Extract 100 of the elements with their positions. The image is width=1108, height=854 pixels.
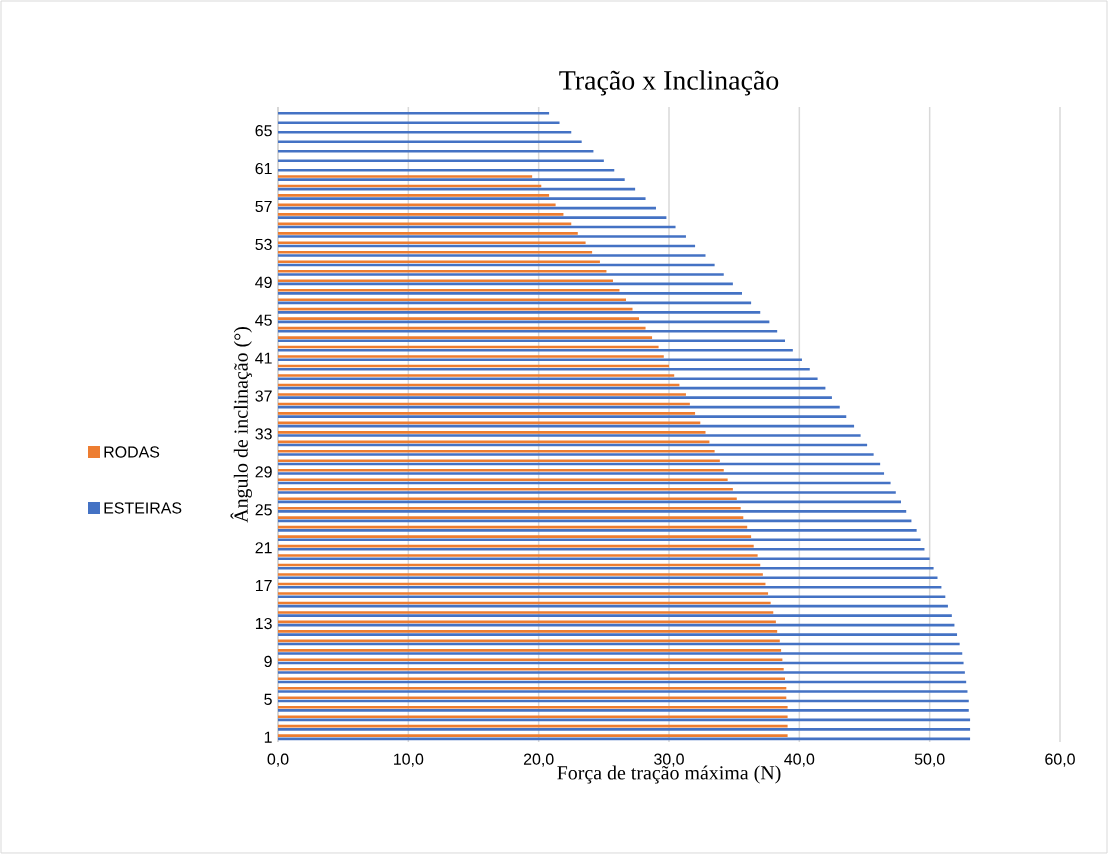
bar	[278, 140, 582, 144]
x-tick-label: 20,0	[523, 753, 554, 767]
bar	[278, 630, 778, 633]
bar	[278, 652, 963, 655]
x-tick-label: 60,0	[1045, 753, 1075, 767]
legend-label: ESTEIRAS	[104, 502, 182, 514]
bar	[278, 472, 885, 475]
bar	[278, 696, 787, 700]
bar	[278, 235, 686, 238]
bar	[278, 576, 938, 580]
bar	[278, 491, 896, 494]
bar	[278, 690, 968, 693]
bar	[278, 585, 942, 589]
bar	[278, 260, 600, 264]
bar	[278, 336, 653, 339]
bar	[278, 529, 917, 532]
bar	[278, 412, 696, 415]
x-tick-label: 50,0	[914, 753, 945, 767]
bar	[278, 497, 737, 500]
y-tick-label: 17	[255, 580, 272, 592]
bar	[278, 677, 786, 681]
bar	[278, 614, 952, 617]
bar	[278, 566, 934, 570]
bar	[278, 339, 786, 343]
bar	[278, 705, 788, 709]
y-tick-label: 21	[255, 542, 272, 554]
y-tick-label: 13	[255, 617, 272, 630]
x-tick-label: 30,0	[654, 753, 684, 767]
bar	[278, 254, 706, 257]
bar	[278, 149, 594, 153]
x-tick-label: 0,0	[267, 753, 289, 767]
bar	[278, 633, 958, 636]
bar	[278, 709, 969, 712]
bar	[278, 374, 675, 377]
y-tick-label: 25	[255, 504, 272, 516]
legend-label: RODAS	[104, 446, 160, 458]
x-tick-label: 40,0	[784, 753, 815, 767]
bar	[278, 573, 763, 576]
bar	[278, 535, 752, 538]
y-tick-label: 49	[255, 276, 272, 288]
bar	[278, 213, 564, 216]
y-tick-label: 5	[264, 693, 272, 705]
bar	[278, 487, 733, 491]
y-tick-label: 57	[255, 200, 272, 213]
bar	[278, 367, 810, 371]
y-tick-label: 33	[255, 428, 272, 440]
bar	[278, 273, 724, 276]
y-tick-label: 1	[264, 731, 272, 743]
bar	[278, 317, 640, 320]
bar	[278, 159, 604, 163]
x-axis-title: Força de tração máxima (N)	[557, 765, 781, 784]
bar	[278, 175, 533, 178]
bar	[278, 194, 550, 197]
bar	[278, 478, 728, 482]
bar	[278, 269, 607, 273]
bar	[278, 611, 774, 614]
bar	[278, 468, 724, 472]
bar	[278, 292, 742, 295]
bar	[278, 450, 715, 453]
y-tick-label: 41	[255, 352, 272, 364]
chart-title: Tração x Inclinação	[559, 70, 779, 96]
bar	[278, 734, 788, 737]
bar	[278, 178, 625, 181]
bar	[278, 358, 802, 362]
bar	[278, 330, 778, 333]
bar	[278, 595, 946, 598]
y-tick-label: 45	[255, 314, 272, 326]
bar	[278, 393, 686, 396]
bar	[278, 686, 787, 690]
bar	[278, 431, 706, 434]
y-tick-label: 29	[255, 466, 272, 478]
bar	[278, 348, 793, 352]
bar	[278, 121, 560, 125]
bar	[278, 649, 782, 652]
bar	[278, 130, 572, 134]
bar	[278, 516, 744, 519]
bar	[278, 396, 832, 399]
bar	[278, 592, 769, 595]
bar	[278, 554, 758, 557]
bar	[278, 459, 720, 463]
bar	[278, 279, 613, 283]
bar	[278, 728, 971, 731]
y-tick-label: 65	[255, 125, 272, 137]
bar	[278, 415, 847, 418]
y-tick-label: 61	[255, 162, 272, 175]
y-tick-label: 53	[255, 238, 272, 251]
bar	[278, 216, 667, 219]
bar	[278, 377, 818, 380]
bar	[278, 311, 761, 314]
bar	[278, 355, 664, 358]
y-tick-label: 9	[264, 655, 272, 668]
y-tick-label: 37	[255, 390, 272, 402]
bar	[278, 510, 907, 513]
bar	[278, 197, 646, 200]
bar	[278, 453, 874, 456]
bar	[278, 232, 578, 235]
bar	[278, 298, 626, 301]
bar	[278, 547, 925, 551]
y-axis-title: Ângulo de inclinação (°)	[230, 327, 252, 523]
bar	[278, 715, 788, 718]
